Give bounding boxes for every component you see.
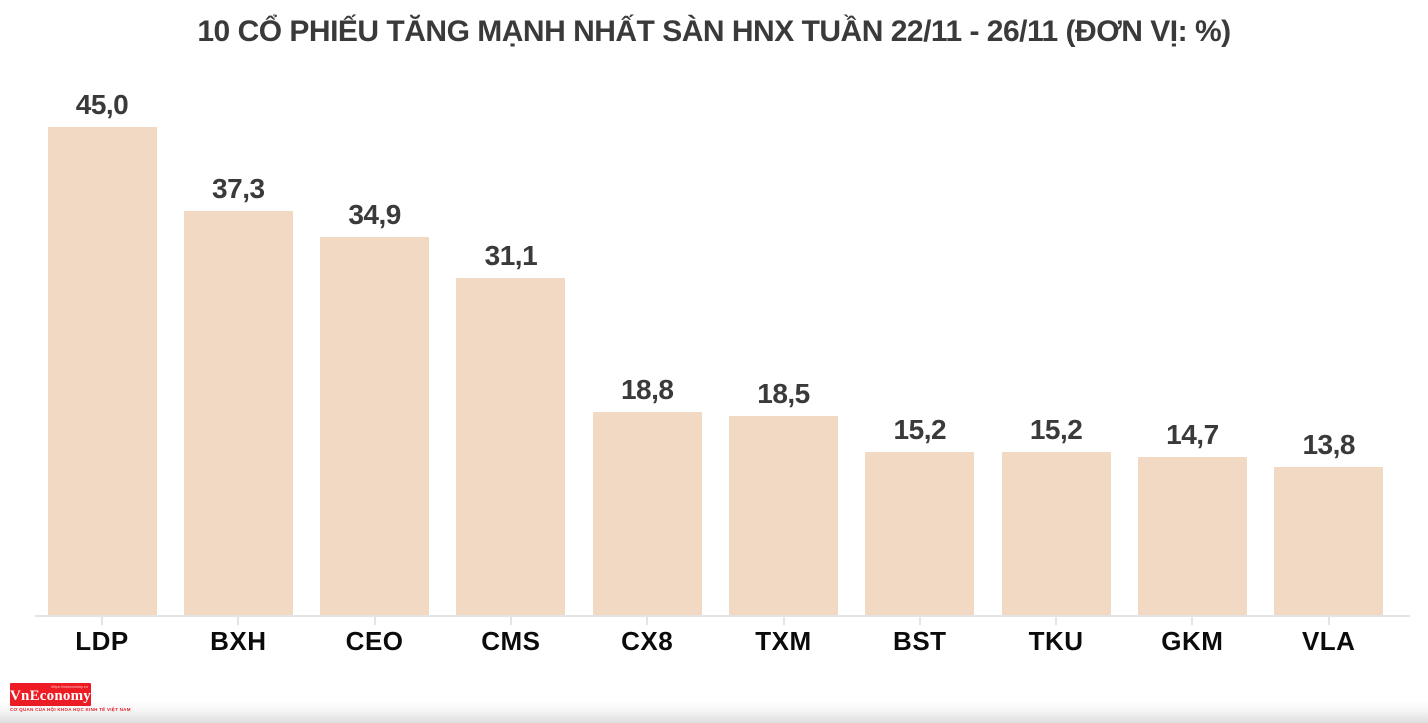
x-axis-line [35, 615, 1410, 617]
axis-tick [1055, 617, 1058, 625]
bar [1137, 456, 1247, 617]
axis-tick [918, 617, 921, 625]
bar-column: 15,2 [1001, 413, 1111, 617]
chart-title: 10 CỔ PHIẾU TĂNG MẠNH NHẤT SÀN HNX TUẦN … [197, 15, 1231, 48]
bar-category-label: LDP [75, 626, 129, 656]
axis-tick [1327, 617, 1330, 625]
bar-value-label: 14,7 [1166, 418, 1219, 450]
bar-value-label: 18,5 [757, 377, 810, 409]
bar-category-label: BXH [210, 626, 267, 656]
axis-tick [1191, 617, 1194, 625]
bar-category-label: GKM [1161, 626, 1224, 656]
bar-value-label: 13,8 [1302, 428, 1355, 460]
bar-category-label: TKU [1028, 626, 1084, 656]
bar-column: 34,9 [320, 198, 430, 617]
bar [592, 412, 702, 617]
axis-tick [646, 617, 649, 625]
bar-value-label: 37,3 [212, 172, 265, 204]
logo-tagline: CƠ QUAN CỦA HỘI KHOA HỌC KINH TẾ VIỆT NA… [10, 707, 131, 712]
bar-column: 18,8 [592, 374, 702, 617]
bar-category-label: BST [893, 626, 947, 656]
axis-tick [509, 617, 512, 625]
vneconomy-logo-box: https://vneconomy.vn VnEconomy [10, 683, 91, 706]
bar [865, 451, 975, 617]
axis-tick [373, 617, 376, 625]
bar-column: 37,3 [183, 172, 293, 617]
bar-category-label: TXM [755, 626, 812, 656]
axis-tick [101, 617, 103, 625]
logo-wordmark: VnEconomy [10, 688, 91, 704]
bar [47, 127, 157, 617]
bar [456, 278, 566, 617]
logo-url-text: https://vneconomy.vn [51, 685, 88, 689]
bar-value-label: 31,1 [484, 240, 538, 272]
bar-category-label: VLA [1301, 626, 1356, 656]
bar-column: 31,1 [456, 240, 566, 617]
bar-value-label: 15,2 [1029, 413, 1083, 445]
bar [320, 236, 430, 617]
bar-column: 45,0 [47, 89, 157, 617]
bar-value-label: 15,2 [893, 413, 947, 445]
bar [729, 415, 838, 617]
axis-tick [237, 617, 240, 625]
bar [183, 210, 293, 617]
vneconomy-logo: https://vneconomy.vn VnEconomy CƠ QUAN C… [10, 683, 131, 713]
bar-value-label: 18,8 [620, 374, 674, 406]
bar [1001, 451, 1111, 617]
bar-category-label: CMS [481, 626, 541, 656]
bar-column: 15,2 [865, 413, 975, 617]
bar-column: 14,7 [1137, 418, 1247, 617]
bar-value-label: 45,0 [75, 89, 129, 120]
axis-tick [782, 617, 785, 625]
bar-category-label: CX8 [621, 626, 674, 656]
bar-category-label: CEO [345, 626, 404, 656]
bar-column: 18,5 [729, 377, 838, 617]
bar-column: 13,8 [1274, 428, 1384, 617]
bar-value-label: 34,9 [348, 198, 401, 230]
bar [1274, 466, 1384, 617]
